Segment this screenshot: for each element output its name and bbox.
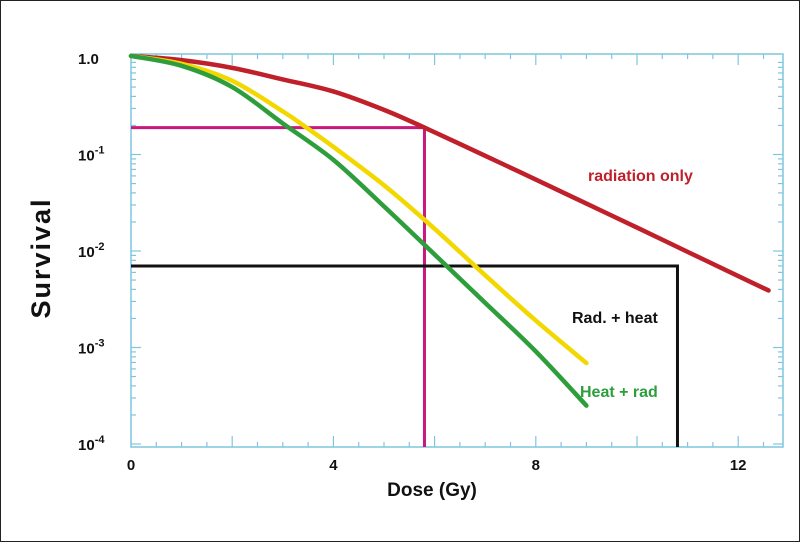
y-tick-label: 10-1 [78, 145, 104, 165]
heat-rad-curve [128, 53, 589, 408]
y-tick-labels: 1.0 10-1 10-2 10-3 10-4 [78, 51, 105, 454]
magenta-reference-line [131, 126, 426, 447]
x-tick-label: 12 [730, 457, 747, 474]
series-lines [128, 53, 771, 408]
series-label-rad-heat: Rad. + heat [572, 310, 658, 327]
x-axis-title: Dose (Gy) [387, 480, 477, 501]
series-label-radiation-only: radiation only [588, 168, 693, 185]
series-label-heat-rad: Heat + rad [580, 384, 658, 401]
x-tick-label: 4 [329, 457, 338, 474]
x-tick-label: 8 [532, 457, 540, 474]
black-reference-line [131, 264, 679, 447]
y-tick-label: 10-4 [78, 434, 105, 454]
y-tick-label: 1.0 [78, 51, 99, 68]
radiation-only-curve [128, 53, 771, 293]
x-tick-labels: 0 4 8 12 [127, 457, 747, 474]
y-tick-label: 10-2 [78, 241, 104, 261]
y-tick-label: 10-3 [78, 338, 104, 358]
rad-heat-curve [128, 53, 589, 366]
y-axis-title: Survival [26, 197, 56, 318]
x-tick-label: 0 [127, 457, 135, 474]
minor-ticks [131, 54, 783, 447]
